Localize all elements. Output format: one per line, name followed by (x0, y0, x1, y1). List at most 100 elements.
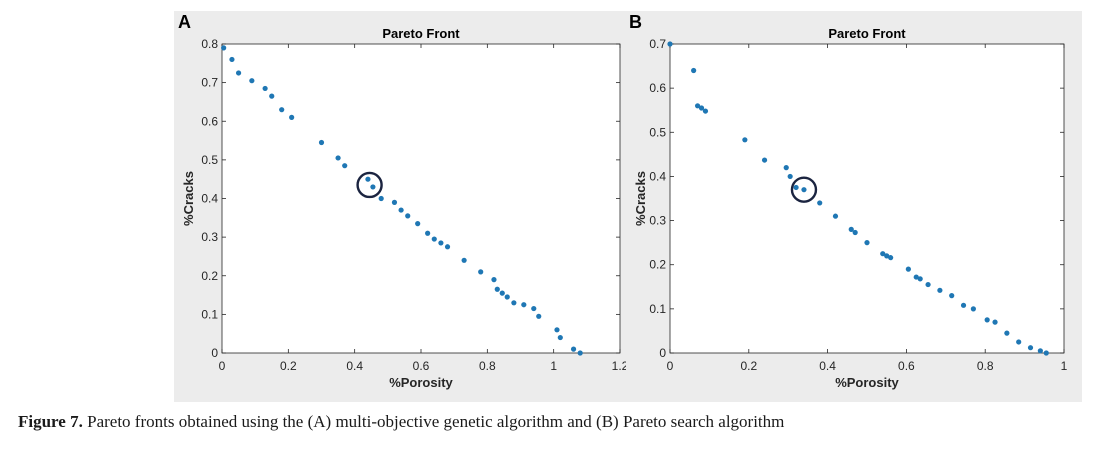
data-point (249, 78, 255, 84)
data-point (511, 300, 517, 306)
selected-solution-circle (790, 176, 818, 203)
data-point (289, 114, 295, 120)
x-tick-label: 1 (550, 359, 557, 373)
data-point (391, 199, 398, 205)
x-axis-label: %Porosity (389, 375, 453, 390)
y-tick-label: 0.2 (649, 258, 666, 272)
y-tick-label: 0.4 (201, 192, 218, 206)
chart-title: Pareto Front (828, 26, 906, 41)
data-point (937, 287, 943, 293)
data-point (431, 236, 437, 242)
data-point (793, 184, 799, 191)
data-point (848, 226, 854, 232)
data-point (370, 184, 376, 190)
y-tick-label: 0 (659, 346, 666, 360)
data-point (577, 350, 583, 356)
data-point (970, 306, 976, 312)
pareto-chart-b: B Pareto Front 0 0.2 0.4 0.6 0.8 1 0 0.1 0.2 0.3 0.4… (629, 12, 1068, 390)
data-point (438, 240, 444, 246)
x-tick-label: 1 (1061, 359, 1068, 373)
panel-label: B (629, 12, 642, 32)
data-point (365, 176, 371, 182)
y-axis-label: %Cracks (633, 171, 648, 226)
data-point (888, 255, 894, 261)
data-point (801, 187, 807, 193)
y-tick-label: 0.2 (201, 269, 218, 283)
data-point (960, 302, 967, 308)
data-point (917, 276, 923, 282)
data-point (378, 195, 384, 202)
x-tick-label: 0 (219, 359, 226, 373)
data-point (536, 313, 542, 319)
data-point (817, 200, 823, 206)
data-point (521, 302, 527, 308)
y-tick-label: 0.5 (649, 125, 666, 139)
data-point (832, 213, 839, 219)
x-tick-label: 0.8 (479, 359, 496, 373)
data-point (405, 213, 411, 219)
figure-caption: Figure 7. Pareto fronts obtained using t… (18, 412, 1098, 432)
data-point (1037, 348, 1043, 354)
x-tick-label: 0.6 (898, 359, 915, 373)
y-tick-label: 0.4 (649, 169, 666, 183)
data-point (229, 56, 235, 63)
data-point (761, 157, 768, 163)
data-point (691, 67, 697, 74)
data-point (415, 221, 421, 227)
data-point (787, 173, 793, 180)
data-point (504, 294, 510, 300)
data-point (905, 266, 911, 272)
chart-title: Pareto Front (382, 26, 460, 41)
data-point (742, 137, 748, 143)
x-axis-label: %Porosity (835, 375, 899, 390)
data-point (318, 139, 325, 146)
x-tick-label: 0 (667, 359, 674, 373)
data-point (491, 277, 497, 283)
y-tick-label: 0.1 (201, 307, 218, 321)
data-point (694, 103, 701, 109)
data-point (425, 230, 431, 236)
data-point (984, 317, 990, 323)
data-point (852, 229, 858, 236)
plot-area (222, 44, 620, 353)
x-tick-label: 0.4 (819, 359, 836, 373)
y-tick-label: 0.1 (649, 302, 666, 316)
data-point (279, 107, 285, 113)
y-tick-label: 0.3 (201, 230, 218, 244)
data-point (913, 274, 919, 280)
plot-area (670, 44, 1064, 353)
x-tick-label: 0.8 (977, 359, 994, 373)
caption-label: Figure 7. (18, 412, 83, 431)
data-point (554, 327, 560, 333)
plot-frame (669, 43, 1065, 354)
y-tick-label: 0.3 (649, 214, 666, 228)
data-point (531, 305, 537, 312)
data-point (1004, 330, 1010, 336)
data-point (702, 108, 709, 114)
data-point (925, 281, 931, 288)
y-tick-label: 0.7 (649, 37, 666, 51)
data-point (667, 41, 673, 47)
data-point (235, 70, 242, 76)
x-tick-label: 0.4 (346, 359, 363, 373)
data-point (499, 290, 505, 296)
data-point (444, 244, 451, 250)
data-point (880, 251, 886, 257)
data-point (269, 93, 275, 99)
y-tick-label: 0.7 (201, 76, 218, 90)
pareto-chart-a: A Pareto Front 0 0.2 0.4 0.6 0.8 1 1.2 0 0.1 0.2 0.3… (178, 12, 626, 390)
data-point (478, 269, 484, 275)
y-axis-label: %Cracks (181, 171, 196, 226)
panel-label: A (178, 12, 191, 32)
y-tick-label: 0.6 (201, 114, 218, 128)
data-point (949, 293, 955, 299)
x-tick-label: 0.2 (280, 359, 297, 373)
data-point (262, 85, 268, 92)
y-tick-label: 0.6 (649, 81, 666, 95)
data-point (1043, 350, 1049, 356)
data-point (864, 240, 870, 246)
data-point (698, 105, 705, 111)
x-tick-label: 0.6 (413, 359, 430, 373)
data-point (570, 346, 577, 352)
x-tick-label: 1.2 (612, 359, 626, 373)
